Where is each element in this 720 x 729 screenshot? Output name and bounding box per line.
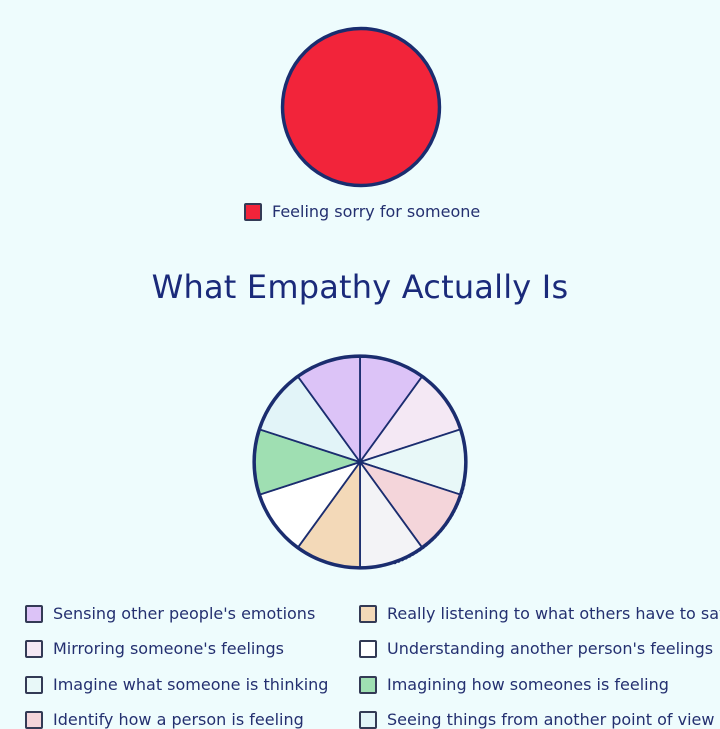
bottom-pie-sketch-edge bbox=[393, 483, 466, 565]
bottom-legend-swatch bbox=[359, 639, 377, 658]
top-legend-swatch bbox=[244, 202, 262, 221]
page-title: What Empathy Actually Is bbox=[151, 268, 569, 306]
bottom-legend-label: Imagine what someone is thinking bbox=[53, 675, 329, 694]
top-legend-label: Feeling sorry for someone bbox=[272, 202, 481, 221]
top-legend-item: Feeling sorry for someone bbox=[244, 202, 480, 221]
bottom-legend-swatch bbox=[25, 639, 43, 658]
bottom-pie-chart bbox=[252, 354, 468, 570]
top-pie-slice-feeling-sorry-for-someone bbox=[281, 27, 441, 187]
bottom-legend-label: Understanding another person's feelings bbox=[387, 639, 714, 658]
bottom-legend-item: Imagining how someones is feeling bbox=[359, 675, 669, 694]
bottom-legend-swatch bbox=[25, 604, 43, 623]
bottom-legend-item: Really listening to what others have to … bbox=[359, 604, 720, 623]
bottom-legend-swatch bbox=[359, 604, 377, 623]
bottom-pie-slice bbox=[297, 356, 361, 465]
top-pie-chart bbox=[280, 26, 442, 188]
bottom-legend-swatch bbox=[359, 675, 377, 694]
bottom-legend-label: Really listening to what others have to … bbox=[387, 604, 720, 623]
top-pie-outline bbox=[280, 26, 442, 188]
bottom-legend-label: Mirroring someone's feelings bbox=[53, 639, 284, 658]
bottom-legend-item: Imagine what someone is thinking bbox=[25, 675, 328, 694]
bottom-legend-swatch bbox=[25, 675, 43, 694]
bottom-pie-outline bbox=[252, 354, 468, 570]
bottom-legend-item: Sensing other people's emotions bbox=[25, 604, 315, 623]
bottom-legend-item: Mirroring someone's feelings bbox=[25, 639, 284, 658]
bottom-legend-item: Understanding another person's feelings bbox=[359, 639, 713, 658]
bottom-legend-label: Imagining how someones is feeling bbox=[387, 675, 669, 694]
bottom-legend-label: Sensing other people's emotions bbox=[53, 604, 316, 623]
